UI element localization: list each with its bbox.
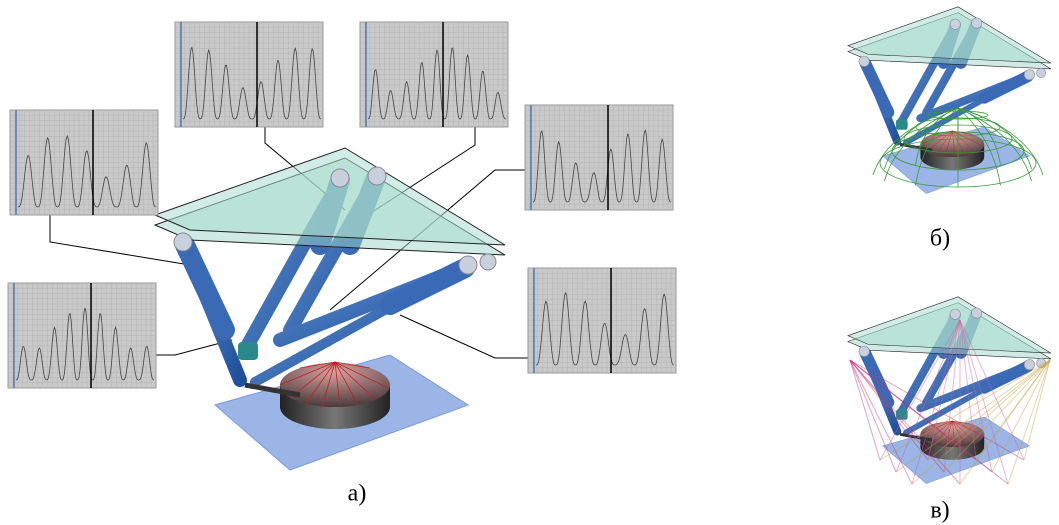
fan-line: [1024, 360, 1050, 460]
robot-b: [848, 7, 1051, 194]
figure: а) б) в): [0, 0, 1059, 525]
panel-label: а): [348, 481, 367, 507]
signal-panel: [528, 268, 676, 373]
panel-label: б): [930, 226, 950, 252]
panel-label: в): [930, 498, 949, 524]
robot-main: [155, 148, 505, 470]
signal-panel: [175, 22, 323, 127]
page: {"panels": [{"label": "а)"}, {"label": "…: [0, 0, 1059, 525]
signal-panel: [10, 110, 158, 215]
signal-panel: [525, 105, 673, 210]
signal-panel: [360, 22, 508, 127]
signal-panel: [8, 283, 156, 388]
